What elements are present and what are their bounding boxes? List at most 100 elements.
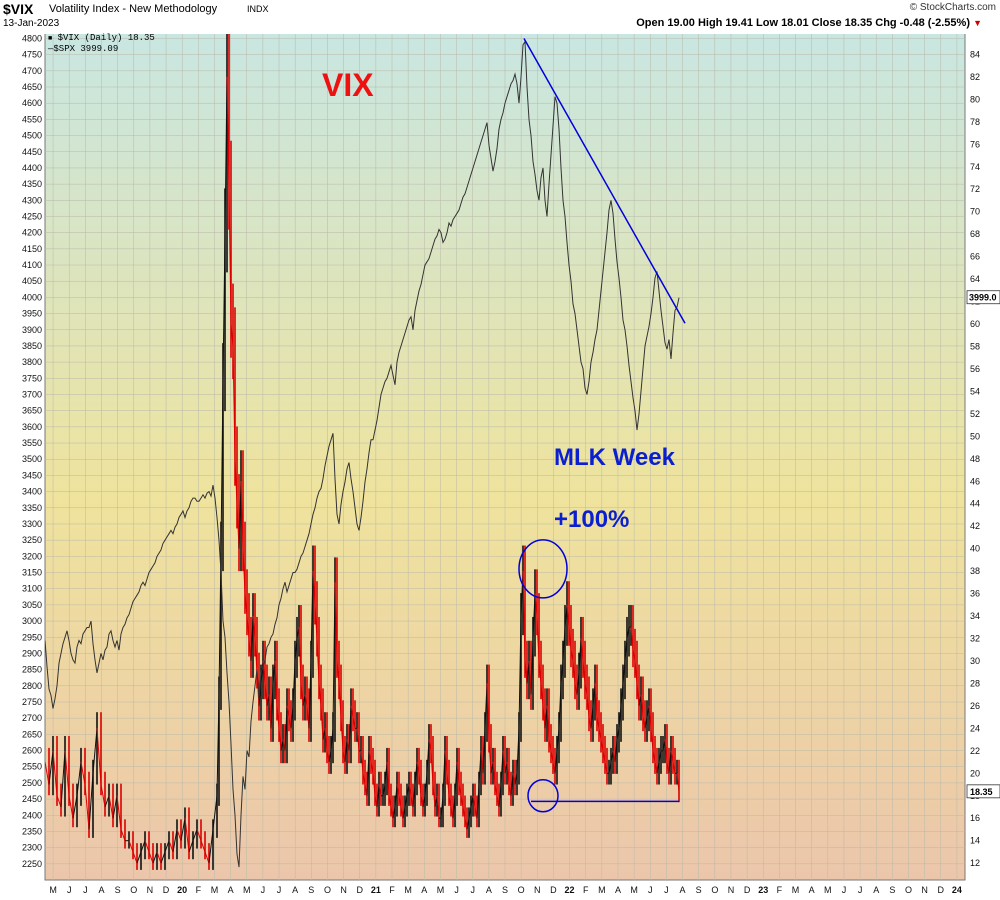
annotation-circle <box>527 779 559 813</box>
vix-segment <box>72 795 78 819</box>
x-tick-label: A <box>615 885 621 895</box>
x-tick-label: M <box>630 885 638 895</box>
vix-segment <box>96 728 102 785</box>
vix-segment <box>376 784 380 808</box>
vix-title: VIX <box>322 67 374 103</box>
left-tick-label: 4050 <box>22 276 42 286</box>
x-tick-label: 20 <box>177 885 187 895</box>
vix-segment <box>200 840 206 853</box>
vix-segment <box>476 784 480 819</box>
vix-segment <box>570 649 574 662</box>
vix-segment <box>332 582 336 729</box>
vix-segment <box>544 705 548 729</box>
vix-segment <box>576 672 580 695</box>
vix-segment <box>524 660 528 684</box>
vix-segment <box>400 806 404 819</box>
left-tick-label: 2900 <box>22 648 42 658</box>
left-tick-label: 3650 <box>22 406 42 416</box>
vix-segment <box>148 851 154 864</box>
vix-segment <box>76 762 82 796</box>
vix-segment <box>370 761 374 774</box>
x-tick-label: A <box>809 885 815 895</box>
x-tick-label: 23 <box>758 885 768 895</box>
vix-segment <box>156 851 162 864</box>
spx-price-tag-text: 3999.0 <box>969 293 997 303</box>
vix-segment <box>536 616 540 662</box>
x-tick-label: M <box>404 885 412 895</box>
x-tick-label: N <box>728 885 735 895</box>
vix-segment <box>328 750 332 763</box>
vix-segment <box>314 604 318 639</box>
trendline <box>523 38 686 324</box>
vix-segment <box>430 750 434 785</box>
vix-segment <box>356 728 360 751</box>
vix-segment <box>460 795 464 808</box>
vix-segment <box>466 818 470 830</box>
vix-segment <box>600 739 604 751</box>
x-tick-label: F <box>777 885 783 895</box>
x-tick-label: A <box>228 885 234 895</box>
vix-segment <box>56 795 62 808</box>
vix-segment <box>648 705 652 729</box>
vix-segment <box>88 773 94 830</box>
vix-segment <box>448 795 452 808</box>
vix-segment <box>192 829 198 841</box>
annotation-circles <box>518 539 568 813</box>
vix-segment <box>196 829 202 841</box>
vix-segment <box>602 750 606 763</box>
ohlc-readout: Open 19.00 High 19.41 Low 18.01 Close 18… <box>636 17 970 29</box>
vix-segment <box>92 728 98 774</box>
vix-segment <box>608 761 612 774</box>
left-tick-label: 4450 <box>22 147 42 157</box>
vix-segment <box>598 728 602 740</box>
x-tick-label: O <box>518 885 525 895</box>
vix-segment <box>594 683 598 718</box>
x-tick-label: S <box>502 885 508 895</box>
vix-segment <box>406 784 410 796</box>
vix-segment <box>424 773 428 796</box>
x-tick-label: M <box>598 885 606 895</box>
price-tags: 3999.0 18.35 <box>966 290 1000 799</box>
vix-price-tag-text: 18.35 <box>970 787 993 797</box>
vix-segment <box>228 189 232 325</box>
x-tick-label: J <box>261 885 266 895</box>
vix-segment <box>100 784 106 808</box>
vix-segment <box>260 660 264 684</box>
right-tick-label: 12 <box>970 858 980 868</box>
left-tick-label: 3150 <box>22 568 42 578</box>
right-tick-label: 16 <box>970 813 980 823</box>
vix-segment <box>264 683 268 706</box>
x-tick-label: F <box>389 885 395 895</box>
left-tick-label: 2750 <box>22 697 42 707</box>
vix-segment <box>386 762 390 796</box>
vix-segment <box>564 604 568 628</box>
x-tick-label: D <box>744 885 751 895</box>
vix-segment <box>378 784 382 796</box>
vix-segment <box>268 694 272 729</box>
vix-series <box>45 32 680 870</box>
vix-segment <box>168 840 174 853</box>
vix-segment <box>244 593 248 617</box>
left-tick-label: 3750 <box>22 373 42 383</box>
vix-segment <box>456 762 460 785</box>
right-tick-label: 38 <box>970 566 980 576</box>
left-tick-label: 2950 <box>22 632 42 642</box>
right-tick-label: 68 <box>970 229 980 239</box>
vix-segment <box>642 717 646 729</box>
vix-segment <box>318 683 322 706</box>
x-tick-label: J <box>664 885 669 895</box>
vix-segment <box>668 750 672 774</box>
vix-segment <box>458 784 462 796</box>
left-tick-label: 3350 <box>22 503 42 513</box>
vix-segment <box>48 750 54 785</box>
vix-segment <box>620 683 624 706</box>
left-tick-label: 3850 <box>22 341 42 351</box>
vix-segment <box>578 638 582 673</box>
vix-segment <box>446 773 450 796</box>
x-tick-label: J <box>842 885 847 895</box>
vix-segment <box>160 851 166 864</box>
vix-segment <box>128 840 134 853</box>
vix-segment <box>586 694 590 718</box>
vix-segment <box>604 761 608 774</box>
vix-segment <box>204 851 210 864</box>
